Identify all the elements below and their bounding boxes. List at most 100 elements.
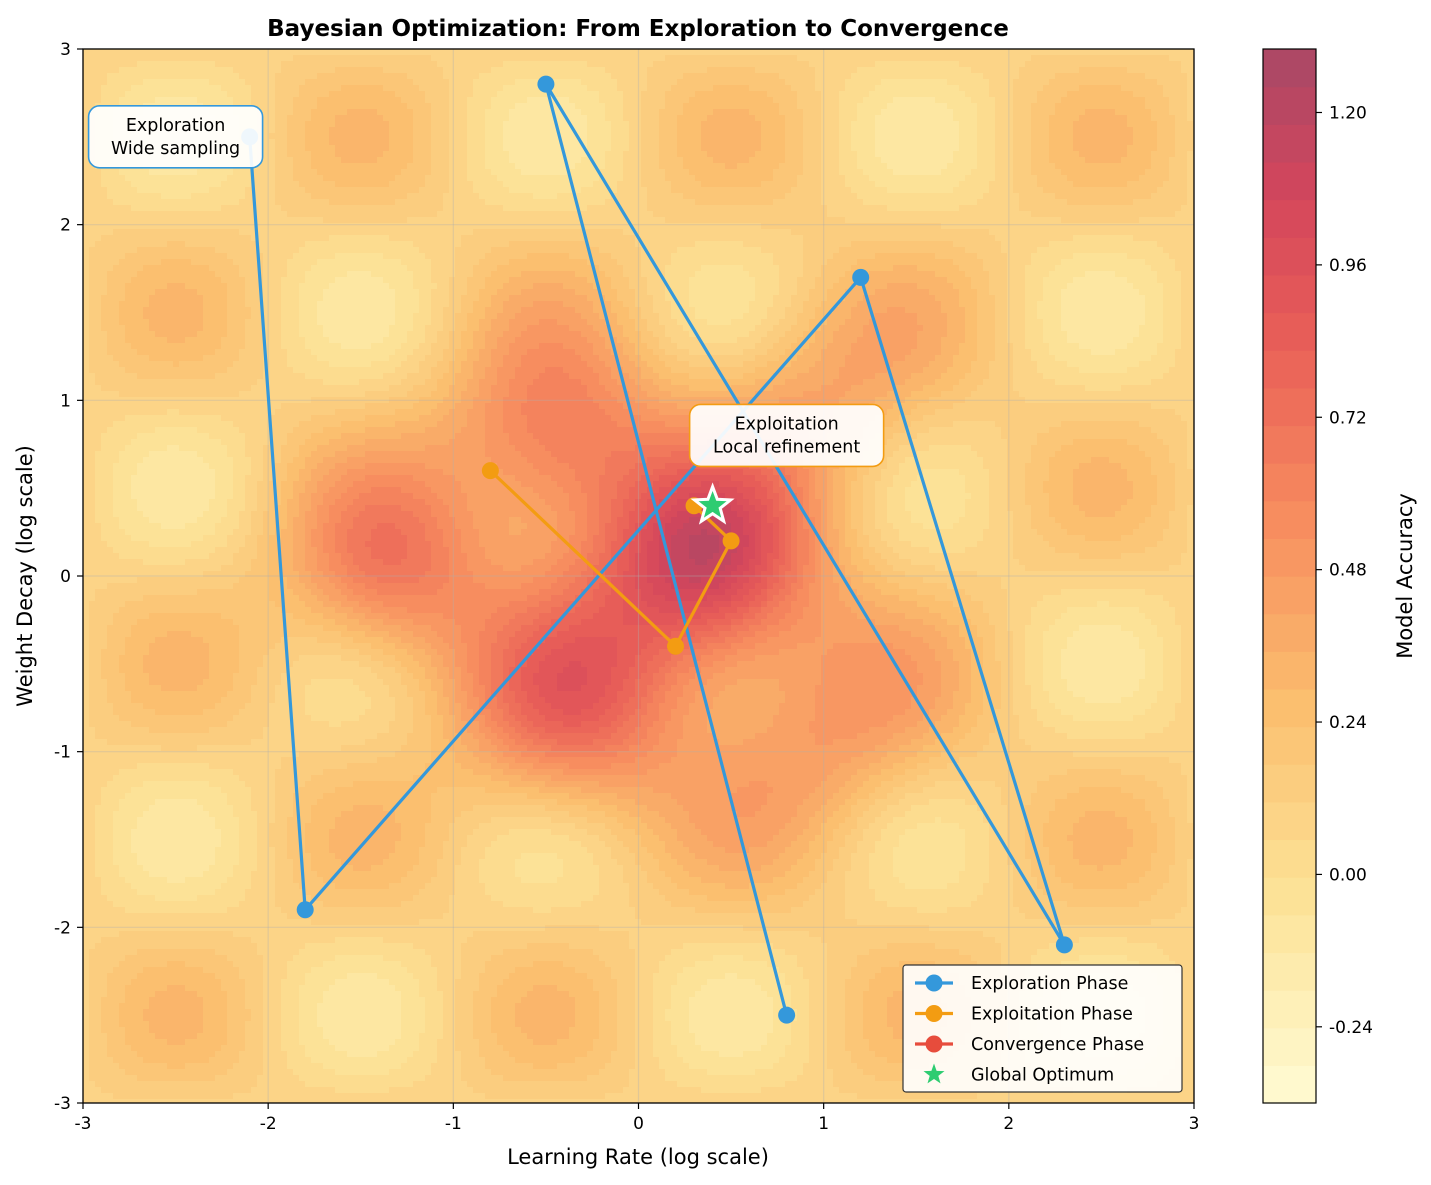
contour-cell (995, 157, 1002, 164)
contour-cell (593, 85, 600, 92)
contour-cell (1139, 79, 1146, 86)
contour-cell (287, 175, 294, 182)
contour-cell (725, 175, 732, 182)
contour-cell (785, 79, 792, 86)
contour-cell (761, 79, 768, 86)
contour-cell (665, 55, 672, 62)
contour-cell (779, 73, 786, 80)
contour-cell (863, 127, 870, 134)
contour-cell (365, 55, 372, 62)
contour-cell (299, 121, 306, 128)
contour-cell (1049, 67, 1056, 74)
contour-cell (977, 97, 984, 104)
contour-cell (401, 73, 408, 80)
contour-cell (1175, 49, 1182, 56)
contour-cell (875, 79, 882, 86)
contour-cell (539, 145, 546, 152)
contour-cell (521, 169, 528, 176)
contour-cell (707, 97, 714, 104)
contour-cell (719, 145, 726, 152)
contour-cell (881, 133, 888, 140)
contour-cell (689, 61, 696, 68)
contour-cell (215, 169, 222, 176)
contour-cell (311, 79, 318, 86)
contour-cell (1037, 115, 1044, 122)
contour-cell (407, 109, 414, 116)
contour-cell (323, 163, 330, 170)
contour-cell (467, 163, 474, 170)
contour-cell (1121, 133, 1128, 140)
contour-cell (599, 157, 606, 164)
contour-cell (755, 49, 762, 56)
contour-cell (1151, 103, 1158, 110)
contour-cell (533, 139, 540, 146)
contour-cell (779, 133, 786, 140)
contour-cell (629, 85, 636, 92)
contour-cell (953, 85, 960, 92)
contour-cell (203, 85, 210, 92)
contour-cell (335, 85, 342, 92)
contour-cell (569, 73, 576, 80)
contour-cell (1133, 91, 1140, 98)
contour-cell (335, 169, 342, 176)
contour-cell (827, 67, 834, 74)
contour-cell (1145, 169, 1152, 176)
contour-cell (695, 55, 702, 62)
contour-cell (335, 121, 342, 128)
contour-cell (983, 175, 990, 182)
contour-cell (611, 115, 618, 122)
contour-cell (1049, 163, 1056, 170)
contour-cell (653, 115, 660, 122)
contour-cell (245, 175, 252, 182)
contour-cell (893, 85, 900, 92)
contour-cell (659, 139, 666, 146)
contour-cell (677, 163, 684, 170)
contour-cell (395, 139, 402, 146)
contour-cell (881, 151, 888, 158)
contour-cell (587, 55, 594, 62)
contour-cell (833, 127, 840, 134)
contour-cell (887, 139, 894, 146)
contour-cell (509, 49, 516, 56)
contour-cell (629, 61, 636, 68)
contour-cell (323, 97, 330, 104)
contour-cell (923, 157, 930, 164)
contour-cell (539, 109, 546, 116)
contour-cell (701, 103, 708, 110)
contour-cell (683, 169, 690, 176)
contour-cell (743, 145, 750, 152)
contour-cell (749, 67, 756, 74)
contour-cell (347, 109, 354, 116)
contour-cell (539, 67, 546, 74)
contour-cell (467, 103, 474, 110)
contour-cell (719, 139, 726, 146)
contour-cell (995, 67, 1002, 74)
contour-cell (869, 85, 876, 92)
contour-cell (851, 121, 858, 128)
contour-cell (467, 151, 474, 158)
contour-cell (1157, 169, 1164, 176)
contour-cell (929, 109, 936, 116)
contour-cell (533, 127, 540, 134)
contour-cell (971, 109, 978, 116)
contour-cell (1133, 151, 1140, 158)
contour-cell (299, 61, 306, 68)
contour-cell (875, 133, 882, 140)
contour-cell (995, 61, 1002, 68)
contour-cell (341, 133, 348, 140)
contour-cell (743, 163, 750, 170)
contour-cell (671, 109, 678, 116)
contour-cell (965, 145, 972, 152)
contour-cell (341, 97, 348, 104)
contour-cell (1043, 85, 1050, 92)
contour-cell (995, 73, 1002, 80)
contour-cell (557, 175, 564, 182)
contour-cell (803, 49, 810, 56)
contour-cell (1031, 79, 1038, 86)
contour-cell (1007, 139, 1014, 146)
contour-cell (833, 151, 840, 158)
contour-cell (329, 133, 336, 140)
contour-cell (149, 181, 156, 188)
contour-cell (1103, 169, 1110, 176)
contour-cell (149, 61, 156, 68)
